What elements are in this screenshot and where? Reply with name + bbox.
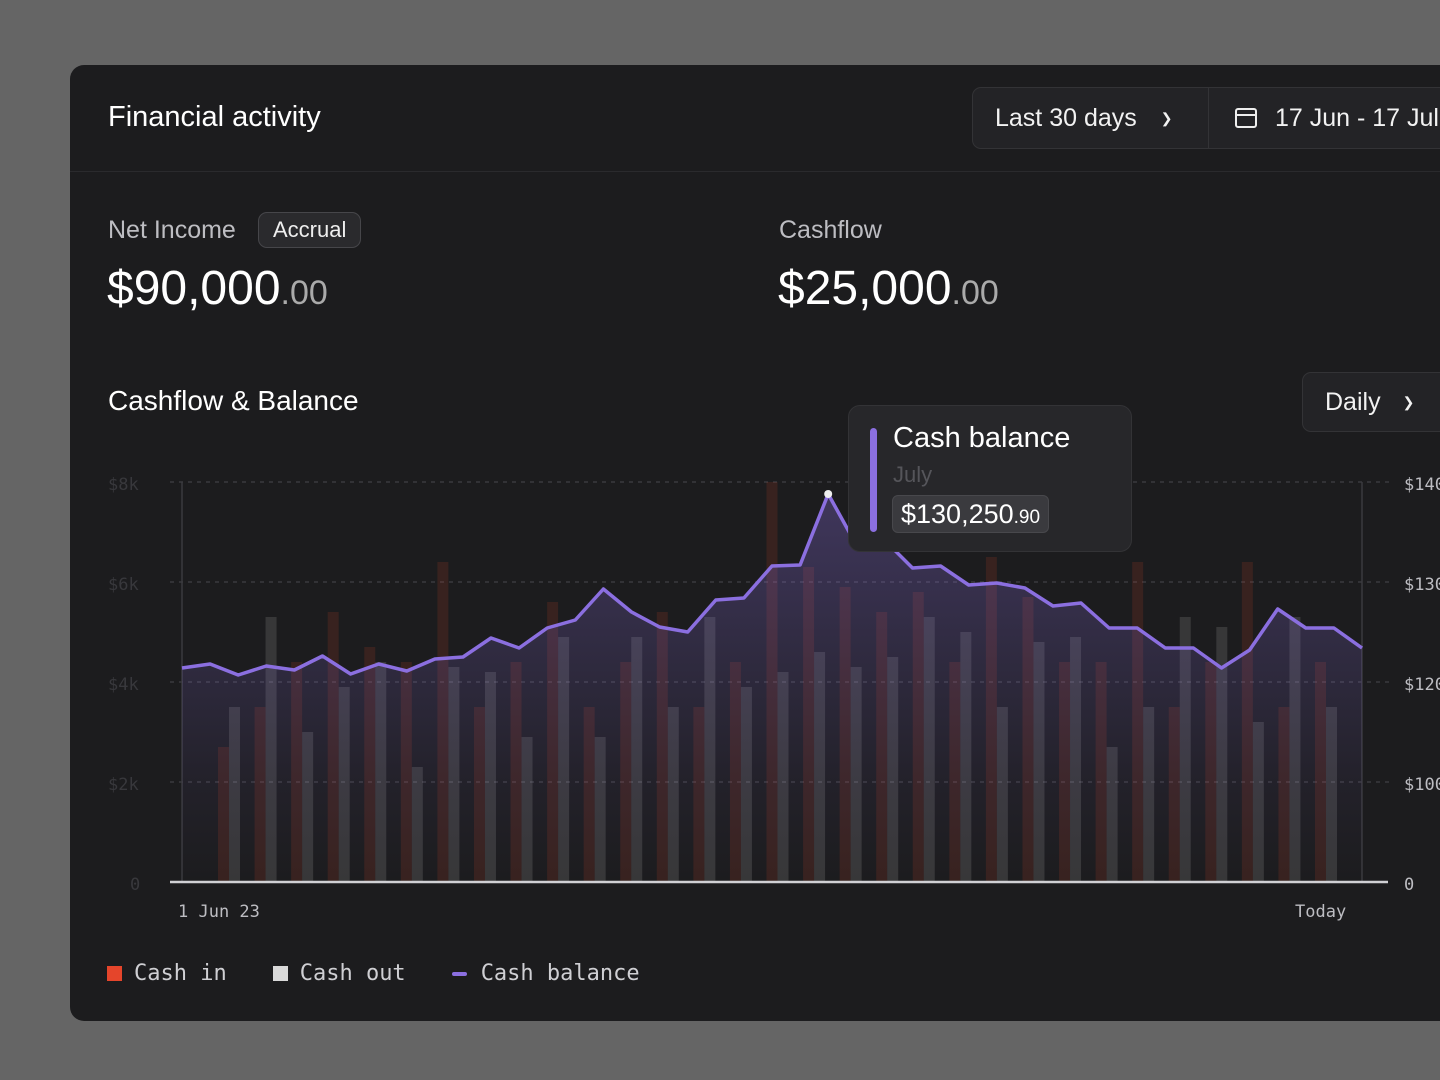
legend-label: Cash out	[299, 961, 406, 986]
legend-cash-out: Cash out	[272, 961, 406, 986]
right-axis-tick: $100k	[1404, 775, 1440, 795]
x-label-start: 1 Jun 23	[178, 902, 260, 922]
tooltip-value-cents: .90	[1013, 507, 1041, 528]
cashflow-label: Cashflow	[779, 216, 882, 244]
accrual-badge[interactable]: Accrual	[258, 212, 362, 248]
right-axis-tick: $130k	[1404, 575, 1440, 595]
legend-cash-balance: Cash balance	[451, 961, 640, 986]
interval-select[interactable]: Daily ❯	[1302, 372, 1440, 432]
left-axis-tick: $2k	[108, 775, 139, 795]
legend-cash-in: Cash in	[107, 961, 227, 986]
tooltip-value: $130,250.90	[892, 495, 1050, 533]
cashflow-value: $25,000.00	[778, 261, 999, 316]
interval-label: Daily	[1325, 387, 1381, 416]
chevron-down-icon: ❯	[1160, 109, 1173, 126]
cash-balance-swatch	[451, 971, 467, 976]
legend-label: Cash balance	[480, 961, 640, 986]
left-axis-tick: 0	[130, 875, 140, 895]
chart-legend: Cash in Cash out Cash balance	[107, 961, 686, 986]
net-income-cents: .00	[280, 274, 328, 312]
net-income-value: $90,000.00	[107, 261, 328, 316]
chart-tooltip: Cash balance July $130,250.90	[848, 405, 1132, 552]
tooltip-series-marker	[870, 428, 877, 532]
cash-in-swatch	[107, 966, 122, 981]
right-axis-tick: $140k	[1404, 475, 1440, 495]
chevron-down-icon: ❯	[1402, 393, 1415, 410]
net-income-dollars: $90,000	[107, 262, 281, 315]
x-label-end: Today	[1295, 902, 1346, 922]
left-axis-tick: $6k	[108, 575, 139, 595]
range-select[interactable]: Last 30 days ❯	[973, 88, 1209, 148]
tooltip-period: July	[893, 462, 933, 487]
right-axis-tick: 0	[1404, 875, 1414, 895]
left-axis-tick: $8k	[108, 475, 139, 495]
range-select-label: Last 30 days	[995, 103, 1137, 132]
net-income-label: Net Income	[108, 216, 236, 244]
left-axis-tick: $4k	[108, 675, 139, 695]
balance-area	[182, 494, 1362, 882]
tooltip-value-dollars: $130,250	[901, 499, 1014, 529]
date-picker-button[interactable]: 17 Jun - 17 Jul	[1209, 104, 1439, 133]
chart-title: Cashflow & Balance	[108, 385, 359, 416]
calendar-icon	[1235, 108, 1257, 128]
cash-out-swatch	[272, 966, 288, 981]
highlight-point	[824, 490, 833, 498]
right-axis-tick: $120k	[1404, 675, 1440, 695]
card-title: Financial activity	[108, 101, 321, 133]
balance-line	[181, 492, 1364, 677]
card-header: Financial activity Last 30 days ❯ 17 Jun …	[70, 65, 1440, 172]
legend-label: Cash in	[134, 961, 227, 986]
cashflow-dollars: $25,000	[778, 262, 952, 315]
date-range-label: 17 Jun - 17 Jul	[1275, 103, 1439, 132]
date-range-control: Last 30 days ❯ 17 Jun - 17 Jul	[972, 87, 1440, 149]
tooltip-series: Cash balance	[893, 422, 1071, 454]
cashflow-cents: .00	[951, 274, 999, 312]
